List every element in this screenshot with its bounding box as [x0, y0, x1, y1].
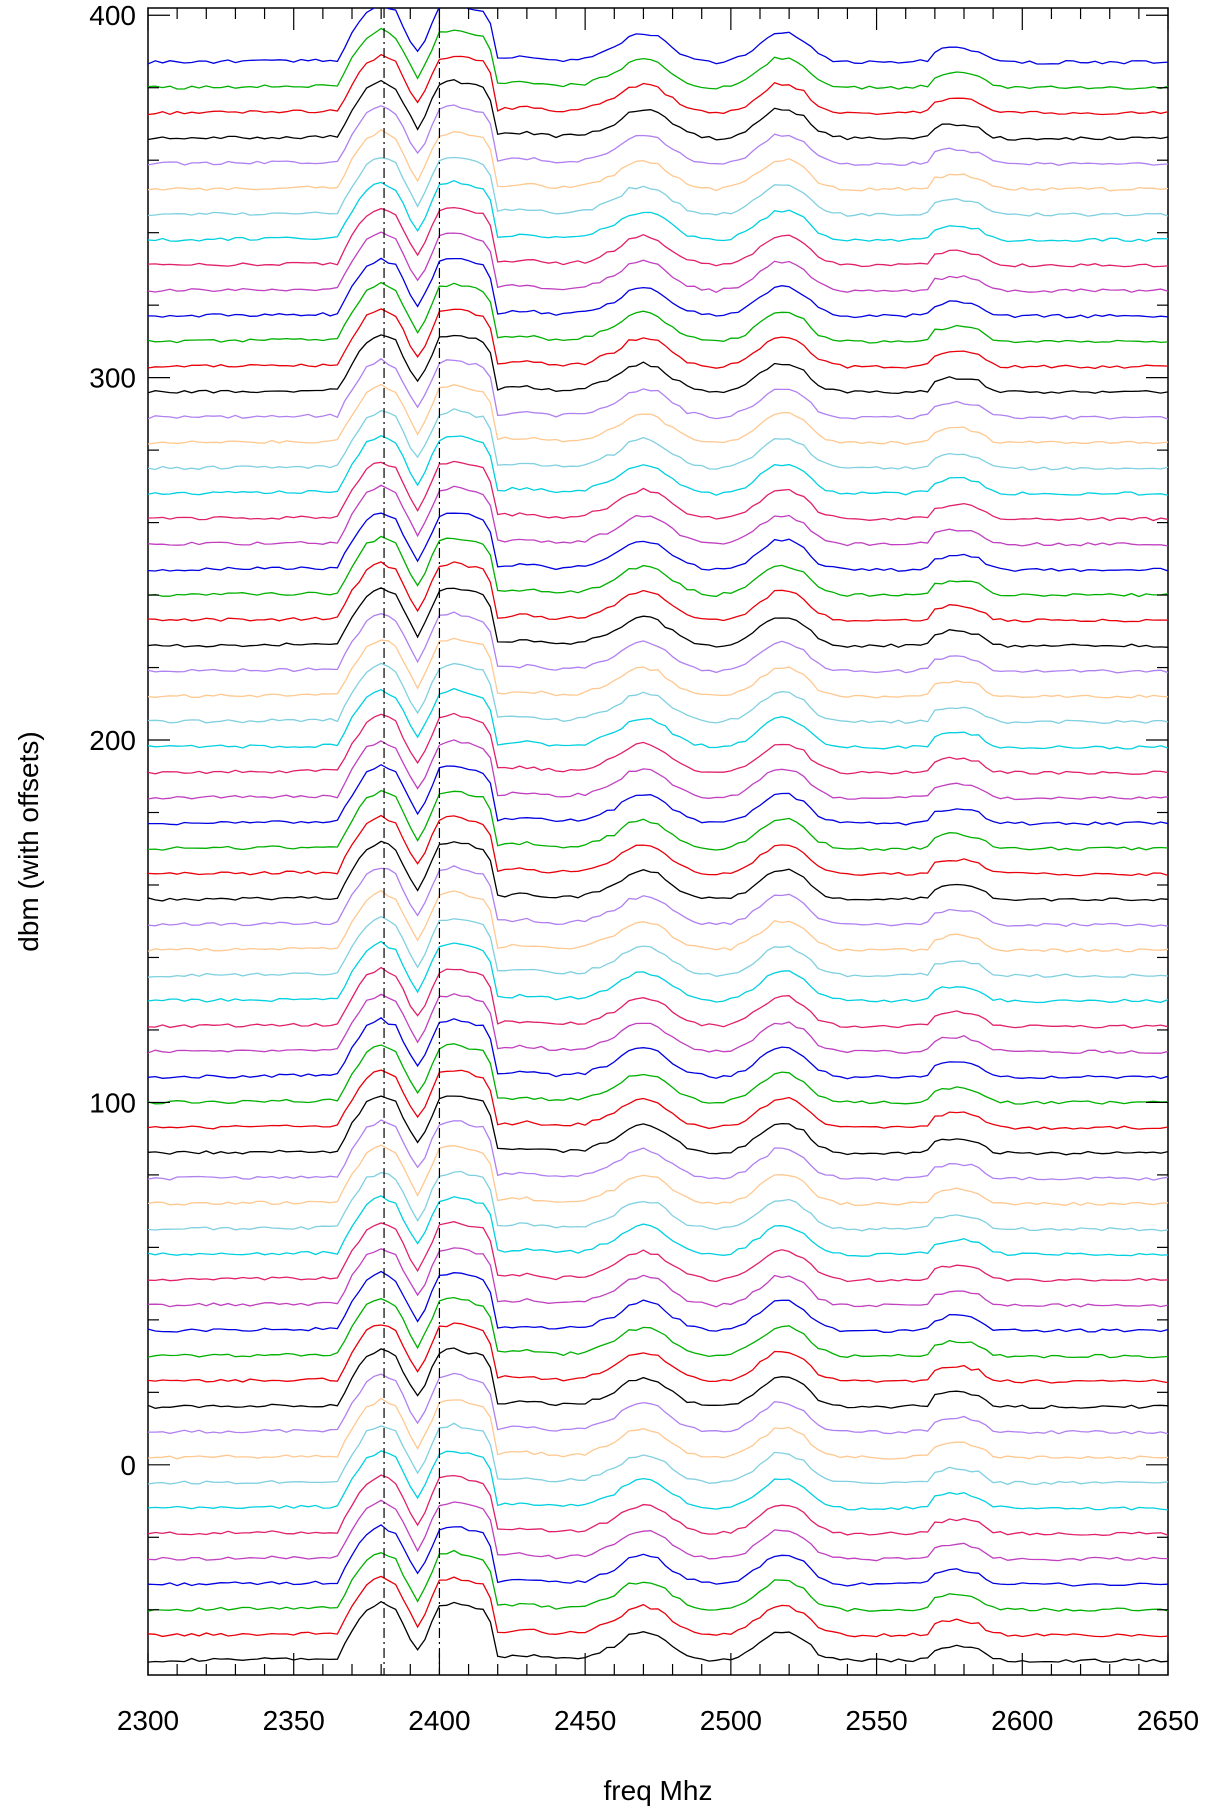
trace-44 [148, 512, 1168, 572]
trace-19 [148, 1144, 1168, 1207]
trace-50 [148, 357, 1168, 420]
trace-58 [148, 156, 1168, 217]
trace-51 [148, 334, 1168, 395]
trace-23 [148, 1043, 1168, 1105]
trace-55 [148, 231, 1168, 294]
trace-63 [148, 27, 1168, 90]
x-axis-title: freq Mhz [604, 1775, 713, 1806]
trace-60 [148, 104, 1168, 166]
x-axis: 2300 2350 2400 2450 2500 2550 2600 2650 [117, 8, 1199, 1736]
trace-40 [148, 611, 1168, 674]
trace-61 [148, 79, 1168, 141]
trace-14 [148, 1270, 1168, 1333]
trace-45 [148, 484, 1168, 547]
trace-9 [148, 1397, 1168, 1460]
trace-54 [148, 257, 1168, 319]
trace-41 [148, 587, 1168, 648]
x-tick-label: 2300 [117, 1705, 179, 1736]
trace-35 [148, 739, 1168, 801]
y-axis-title: dbm (with offsets) [13, 731, 44, 951]
trace-42 [148, 561, 1168, 623]
trace-16 [148, 1221, 1168, 1283]
trace-47 [148, 434, 1168, 496]
trace-59 [148, 129, 1168, 192]
trace-27 [148, 940, 1168, 1004]
trace-8 [148, 1422, 1168, 1486]
trace-48 [148, 408, 1168, 471]
trace-46 [148, 460, 1168, 522]
trace-12 [148, 1322, 1168, 1384]
trace-31 [148, 840, 1168, 902]
trace-18 [148, 1170, 1168, 1232]
trace-32 [148, 814, 1168, 877]
trace-64 [148, 8, 1168, 65]
spectrum-traces [148, 8, 1168, 1663]
trace-10 [148, 1372, 1168, 1435]
trace-21 [148, 1095, 1168, 1156]
y-tick-label: 200 [89, 725, 136, 756]
trace-24 [148, 1016, 1168, 1080]
x-tick-label: 2350 [263, 1705, 325, 1736]
x-tick-label: 2600 [991, 1705, 1053, 1736]
trace-52 [148, 308, 1168, 370]
trace-53 [148, 281, 1168, 344]
trace-2 [148, 1575, 1168, 1638]
trace-5 [148, 1499, 1168, 1562]
trace-7 [148, 1450, 1168, 1511]
trace-1 [148, 1600, 1168, 1663]
trace-6 [148, 1474, 1168, 1536]
trace-15 [148, 1247, 1168, 1308]
trace-57 [148, 179, 1168, 243]
trace-56 [148, 206, 1168, 268]
trace-49 [148, 383, 1168, 446]
trace-28 [148, 915, 1168, 978]
y-tick-label: 400 [89, 0, 136, 31]
plot-frame [147, 7, 1169, 1676]
trace-25 [148, 993, 1168, 1054]
trace-43 [148, 535, 1168, 598]
trace-38 [148, 662, 1168, 724]
reference-lines [383, 8, 441, 1675]
trace-30 [148, 865, 1168, 928]
x-tick-label: 2650 [1137, 1705, 1199, 1736]
trace-36 [148, 712, 1168, 775]
y-tick-label: 300 [89, 363, 136, 394]
trace-3 [148, 1549, 1168, 1612]
trace-62 [148, 53, 1168, 116]
y-tick-label: 100 [89, 1087, 136, 1118]
trace-29 [148, 889, 1168, 953]
trace-39 [148, 637, 1168, 699]
x-tick-label: 2550 [845, 1705, 907, 1736]
x-tick-label: 2500 [700, 1705, 762, 1736]
trace-20 [148, 1119, 1168, 1181]
y-axis: 0 100 200 300 400 [89, 0, 1168, 1611]
trace-37 [148, 687, 1168, 750]
trace-34 [148, 763, 1168, 826]
trace-22 [148, 1069, 1168, 1131]
trace-17 [148, 1195, 1168, 1257]
x-tick-label: 2400 [408, 1705, 470, 1736]
x-tick-label: 2450 [554, 1705, 616, 1736]
trace-26 [148, 966, 1168, 1029]
trace-4 [148, 1524, 1168, 1587]
trace-11 [148, 1347, 1168, 1409]
y-tick-label: 0 [120, 1450, 136, 1481]
trace-13 [148, 1296, 1168, 1359]
trace-33 [148, 789, 1168, 851]
